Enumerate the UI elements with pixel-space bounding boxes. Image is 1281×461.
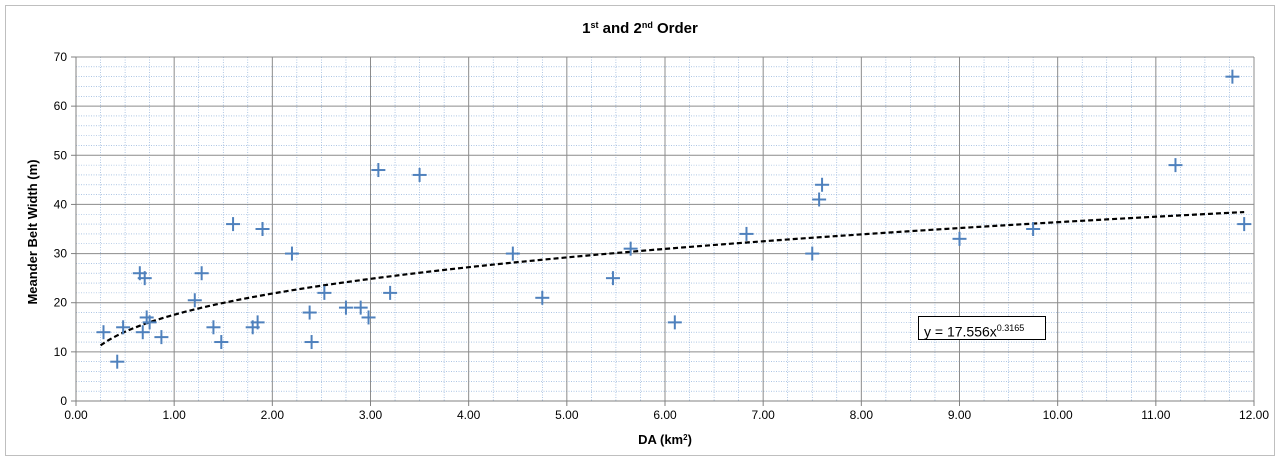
- data-point: [383, 285, 398, 300]
- x-tick-label: 1.00: [162, 408, 186, 422]
- x-tick-label: 5.00: [555, 408, 579, 422]
- data-point: [96, 325, 111, 340]
- y-tick-label: 10: [54, 345, 68, 359]
- x-tick-label: 7.00: [751, 408, 775, 422]
- y-tick-label: 40: [54, 197, 68, 211]
- data-point: [371, 163, 386, 178]
- data-point: [187, 293, 202, 308]
- y-tick-label: 0: [60, 394, 67, 408]
- data-point: [338, 300, 353, 315]
- data-point: [226, 217, 241, 232]
- x-tick-label: 10.00: [1043, 408, 1073, 422]
- data-point: [255, 222, 270, 236]
- data-point: [667, 315, 682, 330]
- x-tick-label: 6.00: [653, 408, 677, 422]
- y-tick-label: 20: [54, 296, 68, 310]
- x-tick-label: 11.00: [1141, 408, 1170, 422]
- data-point: [154, 330, 169, 345]
- data-point: [206, 320, 221, 335]
- data-point: [1225, 69, 1240, 84]
- x-tick-label: 9.00: [948, 408, 972, 422]
- x-tick-label: 4.00: [457, 408, 481, 422]
- data-point: [135, 325, 150, 340]
- data-points: [96, 69, 1252, 369]
- chart-frame: [5, 5, 1275, 456]
- data-point: [739, 226, 754, 241]
- y-axis-title: Meander Belt Width (m): [25, 159, 40, 304]
- chart-title: 1st and 2nd Order: [582, 20, 698, 37]
- data-point: [194, 266, 209, 281]
- x-tick-label: 12.00: [1239, 408, 1269, 422]
- data-point: [361, 310, 376, 325]
- major-grid: [76, 56, 1255, 401]
- x-tick-labels: 0.00 1.00 2.00 3.00 4.00 5.00 6.00 7.00 8.00 9.00…: [64, 408, 1269, 422]
- data-point: [1237, 217, 1252, 232]
- x-axis-title: DA (km2): [638, 432, 692, 447]
- data-point: [535, 290, 550, 305]
- equation-base: y = 17.556x: [924, 323, 997, 340]
- data-point: [952, 231, 967, 246]
- data-point: [815, 177, 830, 192]
- data-point: [605, 271, 620, 286]
- data-point: [304, 335, 319, 350]
- data-point: [353, 300, 368, 315]
- y-tick-label: 50: [54, 148, 68, 162]
- trendline-equation: y = 17.556x0.3165: [918, 316, 1046, 340]
- y-tick-label: 60: [54, 99, 68, 113]
- data-point: [317, 285, 332, 300]
- data-point: [623, 241, 638, 256]
- data-point: [110, 354, 125, 369]
- x-tick-label: 8.00: [850, 408, 874, 422]
- data-point: [302, 305, 317, 320]
- data-point: [1026, 222, 1041, 236]
- data-point: [142, 315, 157, 330]
- x-tick-label: 3.00: [359, 408, 383, 422]
- data-point: [812, 192, 827, 207]
- axes: [71, 56, 1255, 406]
- data-point: [137, 271, 152, 286]
- x-tick-label: 0.00: [64, 408, 88, 422]
- data-point: [412, 167, 427, 182]
- data-point: [805, 246, 820, 261]
- data-point: [505, 246, 520, 261]
- data-point: [1168, 158, 1183, 173]
- equation-exponent: 0.3165: [996, 323, 1025, 333]
- data-point: [284, 246, 299, 261]
- data-point: [116, 320, 131, 335]
- y-tick-label: 70: [54, 50, 68, 64]
- y-tick-labels: 0 10 20 30 40 50 60 70: [54, 50, 68, 408]
- data-point: [250, 315, 265, 330]
- y-tick-label: 30: [54, 247, 68, 261]
- data-point: [214, 335, 229, 350]
- x-tick-label: 2.00: [261, 408, 285, 422]
